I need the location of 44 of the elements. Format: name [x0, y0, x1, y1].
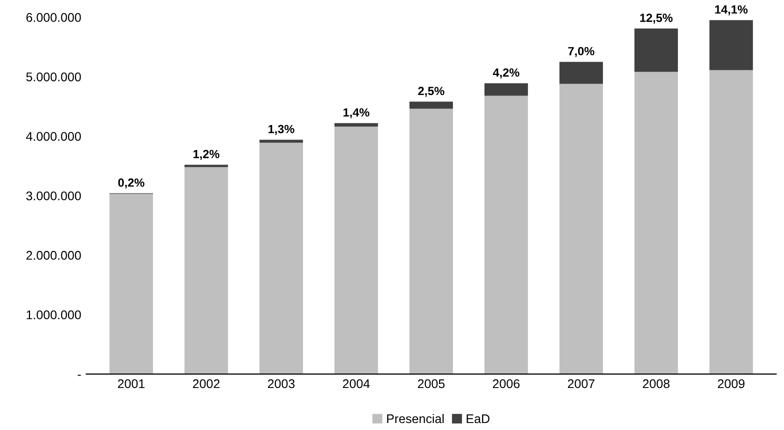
- x-tick-label: 2009: [718, 379, 744, 388]
- bar: [334, 123, 378, 127]
- annotation: 1,4%: [344, 108, 370, 118]
- bar: [184, 167, 228, 374]
- x-tick-label: 2001: [118, 379, 145, 388]
- y-tick-label: -: [78, 374, 81, 376]
- bar: [634, 72, 678, 374]
- bar: [559, 62, 603, 84]
- bar: [109, 194, 153, 374]
- annotation: 14,1%: [715, 5, 748, 16]
- y-tick-label: 4.000.000: [26, 132, 81, 141]
- bar: [184, 164, 228, 168]
- bar: [259, 142, 303, 374]
- annotation: 1,3%: [268, 124, 294, 135]
- bar: [409, 108, 453, 374]
- bar: [259, 140, 303, 143]
- bar: [709, 70, 753, 374]
- y-tick-label: 6.000.000: [26, 13, 81, 22]
- bar: [409, 102, 453, 109]
- x-tick-label: 2008: [642, 379, 670, 388]
- y-tick-label: 1.000.000: [26, 310, 81, 320]
- bar: [634, 28, 678, 72]
- bar: [484, 83, 528, 96]
- legend-label: Presencial: [387, 414, 444, 424]
- bar: [559, 84, 603, 374]
- x-tick-label: 2002: [192, 379, 220, 388]
- x-tick-label: 2004: [342, 379, 370, 388]
- x-tick-label: 2007: [568, 379, 594, 388]
- x-tick-label: 2005: [418, 379, 445, 388]
- annotation: 4,2%: [492, 68, 520, 78]
- annotation: 0,2%: [118, 178, 144, 188]
- y-tick-label: 5.000.000: [26, 72, 81, 82]
- annotation: 1,2%: [194, 150, 220, 160]
- x-tick-label: 2003: [268, 379, 295, 388]
- y-tick-label: 3.000.000: [26, 191, 81, 200]
- annotation: 2,5%: [418, 86, 444, 97]
- x-tick-label: 2006: [492, 379, 520, 388]
- bar: [484, 96, 528, 374]
- legend-label: EaD: [466, 414, 490, 424]
- annotation: 7,0%: [568, 46, 594, 58]
- bar: [334, 126, 378, 374]
- bar: [709, 20, 753, 70]
- annotation: 12,5%: [640, 14, 673, 24]
- y-tick-label: 2.000.000: [26, 250, 81, 260]
